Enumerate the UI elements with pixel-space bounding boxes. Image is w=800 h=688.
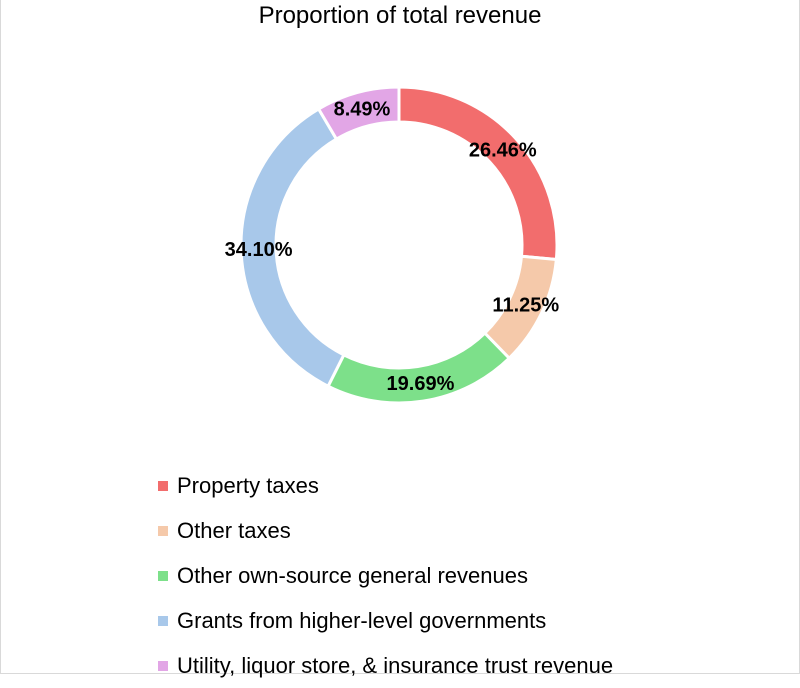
- donut-chart: 26.46% 11.25% 19.69% 34.10% 8.49%: [225, 85, 559, 405]
- donut-slice-5: [316, 85, 401, 142]
- legend-swatch: [158, 615, 168, 626]
- legend-item: Other taxes: [158, 508, 613, 553]
- data-label-5: 8.49%: [334, 98, 391, 120]
- legend-label: Other own-source general revenues: [177, 562, 528, 588]
- legend-item: Other own-source general revenues: [158, 553, 613, 598]
- data-label-2: 11.25%: [492, 295, 559, 317]
- legend-item: Property taxes: [158, 463, 613, 508]
- data-label-3: 19.69%: [387, 373, 455, 395]
- legend-label: Other taxes: [177, 517, 291, 543]
- data-label-1: 26.46%: [469, 139, 537, 161]
- legend-swatch: [158, 570, 168, 581]
- data-label-4: 34.10%: [225, 239, 293, 261]
- legend-item: Utility, liquor store, & insurance trust…: [158, 643, 613, 688]
- legend-label: Utility, liquor store, & insurance trust…: [177, 652, 614, 678]
- chart-legend: Property taxes Other taxes Other own-sourc…: [158, 463, 613, 688]
- donut-slice-1: [397, 85, 559, 262]
- legend-swatch: [158, 660, 168, 671]
- legend-item: Grants from higher-level governments: [158, 598, 613, 643]
- legend-label: Property taxes: [177, 472, 319, 498]
- legend-swatch: [158, 480, 168, 491]
- legend-swatch: [158, 525, 168, 536]
- legend-label: Grants from higher-level governments: [177, 607, 547, 633]
- chart-title: Proportion of total revenue: [258, 2, 542, 29]
